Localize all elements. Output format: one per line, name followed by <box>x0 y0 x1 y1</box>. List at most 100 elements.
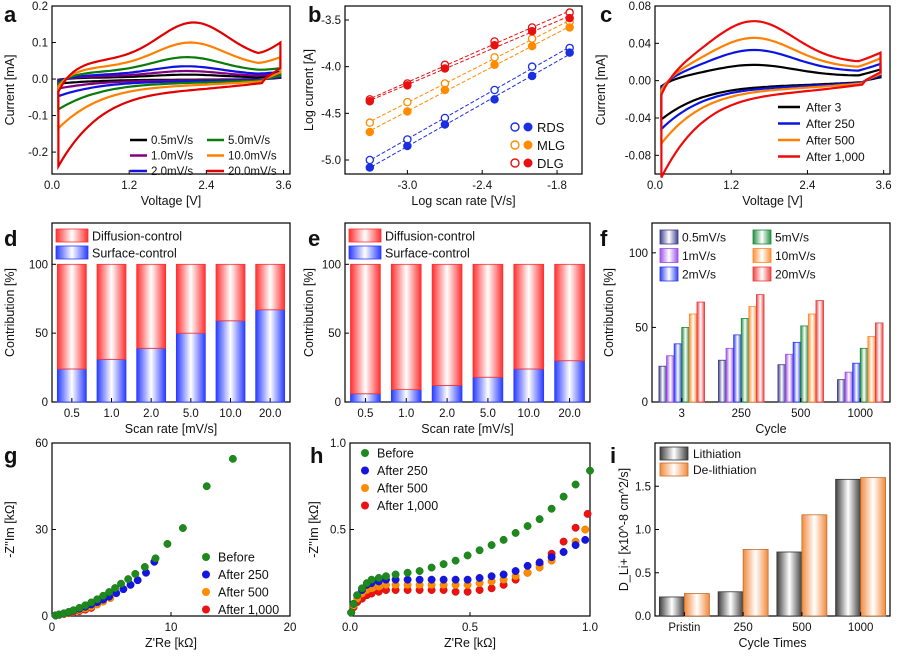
point-Before <box>131 569 140 578</box>
x-axis-title: Cycle <box>755 422 786 436</box>
cv-curve-After 1,000 <box>660 20 882 179</box>
bar-surface-control <box>255 309 286 403</box>
y-tick-label: -4.0 <box>321 62 341 74</box>
point-Before <box>358 584 366 593</box>
legend-label: After 250 <box>218 568 269 582</box>
point-Before <box>111 584 120 592</box>
bar-20mV/s <box>756 294 765 403</box>
bar-diffusion-control <box>215 263 246 322</box>
point-After 1,000 <box>463 587 472 596</box>
legend-label: 1mV/s <box>682 249 716 263</box>
y-axis-title: D_Li+ [x10^-8 cm^2/s] <box>617 468 631 591</box>
y-tick-label: 0.00 <box>629 76 651 88</box>
legend-label: DLG <box>537 156 564 171</box>
point-After 250 <box>581 535 590 544</box>
bar-diffusion-control <box>431 263 463 386</box>
bar-diffusion-control <box>136 263 167 349</box>
y-axis-title: Current [mA] <box>3 55 17 126</box>
bar-10mV/s <box>807 313 817 403</box>
y-tick-label: -5.0 <box>321 155 341 167</box>
x-tick-label: 1.2 <box>121 180 137 192</box>
legend-marker-filled <box>523 122 533 132</box>
bar-diffusion-control <box>472 263 504 378</box>
point-After 250 <box>571 541 580 550</box>
point-Before <box>349 599 358 608</box>
bar-De-lithiation <box>683 593 710 617</box>
fit-line-RDS-open <box>365 44 574 163</box>
legend-label: Before <box>377 447 414 461</box>
bar-5mV/s <box>859 347 869 403</box>
legend-label: After 1,000 <box>806 150 865 164</box>
point-DLG-filled <box>527 26 537 36</box>
x-tick-label: 2.4 <box>799 180 816 192</box>
x-tick-label: 5.0 <box>480 408 496 420</box>
x-axis-title: Z'Re [kΩ] <box>145 636 197 650</box>
fit-line-RDS-filled <box>365 51 574 171</box>
panel-g: g 0 30 60 0 10 20 Z'Re [kΩ] -Z''Im [kΩ] Before Aft… <box>3 438 296 650</box>
point-Before <box>586 466 594 475</box>
x-tick-label: 250 <box>734 622 753 634</box>
bar-0.5mV/s <box>777 364 786 403</box>
y-axis-title: Contribution [%] <box>602 268 616 357</box>
y-tick-label: 0 <box>335 397 341 409</box>
point-Before <box>523 522 532 530</box>
point-After 250 <box>511 567 520 575</box>
x-tick-label: 0.0 <box>44 180 60 192</box>
bar-5mV/s <box>800 325 809 403</box>
point-Before <box>228 454 237 463</box>
legend-label: 20.0mV/s <box>228 166 277 178</box>
legend-marker <box>202 605 210 614</box>
legend-label: 0.5mV/s <box>151 135 193 147</box>
legend-label: 10mV/s <box>775 249 816 263</box>
point-MLG-open <box>403 97 412 107</box>
x-axis-title: Cycle Times <box>738 636 806 650</box>
point-RDS-open <box>365 155 375 165</box>
x-tick-label: 250 <box>732 408 751 420</box>
cv-curve-After 250 <box>660 48 882 132</box>
legend-marker <box>361 501 369 510</box>
panel-c: c -0.08 -0.04 0.00 0.04 0.08 0.0 1.2 2.4 3.6 Volta… <box>594 1 892 208</box>
y-tick-label: 100 <box>629 248 648 260</box>
point-Before <box>151 554 160 563</box>
point-Before <box>178 524 187 533</box>
point-After 250 <box>475 573 484 582</box>
point-Before <box>93 595 102 604</box>
x-tick-label: 0.0 <box>647 180 663 192</box>
plot-frame <box>344 5 583 175</box>
point-MLG-open <box>365 118 375 127</box>
panel-f: f 0 50 100 Cycle Contribution [%] 3 250 500 1000 0… <box>600 222 891 436</box>
legend-label: After 3 <box>806 101 842 115</box>
point-MLG-filled <box>565 23 574 32</box>
x-tick-label: 3.6 <box>276 180 292 192</box>
point-RDS-filled <box>527 71 537 81</box>
bar-surface-control <box>175 332 206 403</box>
bar-5mV/s <box>740 318 750 403</box>
y-axis-title: Log current [A] <box>302 49 316 131</box>
x-tick-label: 1000 <box>847 408 873 420</box>
y-tick-label: -0.08 <box>625 150 651 162</box>
point-After 1,000 <box>487 584 496 593</box>
bar-1mV/s <box>725 347 735 403</box>
point-RDS-filled <box>440 120 450 129</box>
bar-20mV/s <box>875 322 884 403</box>
point-RDS-filled <box>490 95 499 104</box>
bar-diffusion-control <box>175 263 206 334</box>
panel-letter: f <box>600 226 608 251</box>
panel-e: e 0 50 100 Scan rate [mV/s] Contribution [%] 0… <box>302 222 591 436</box>
point-DLG-filled <box>403 81 412 90</box>
point-DLG-filled <box>365 96 375 106</box>
legend-swatch <box>348 228 382 243</box>
x-axis-title: Z'Re [kΩ] <box>444 636 496 650</box>
panel-letter: i <box>610 443 616 468</box>
legend-label: Diffusion-control <box>92 230 182 244</box>
bar-De-lithiation <box>801 514 828 617</box>
panel-d: d 0 50 100 Scan rate [mV/s] Contribution [%] 0… <box>3 222 291 436</box>
legend-label: 0.5mV/s <box>682 231 726 245</box>
legend-marker <box>361 484 369 492</box>
x-axis-title: Scan rate [mV/s] <box>125 422 217 436</box>
legend-label: 10.0mV/s <box>228 151 277 163</box>
y-tick-label: 0 <box>42 611 48 623</box>
bar-1mV/s <box>844 371 854 403</box>
y-tick-label: 0.5 <box>635 568 651 580</box>
legend-marker <box>202 553 210 561</box>
